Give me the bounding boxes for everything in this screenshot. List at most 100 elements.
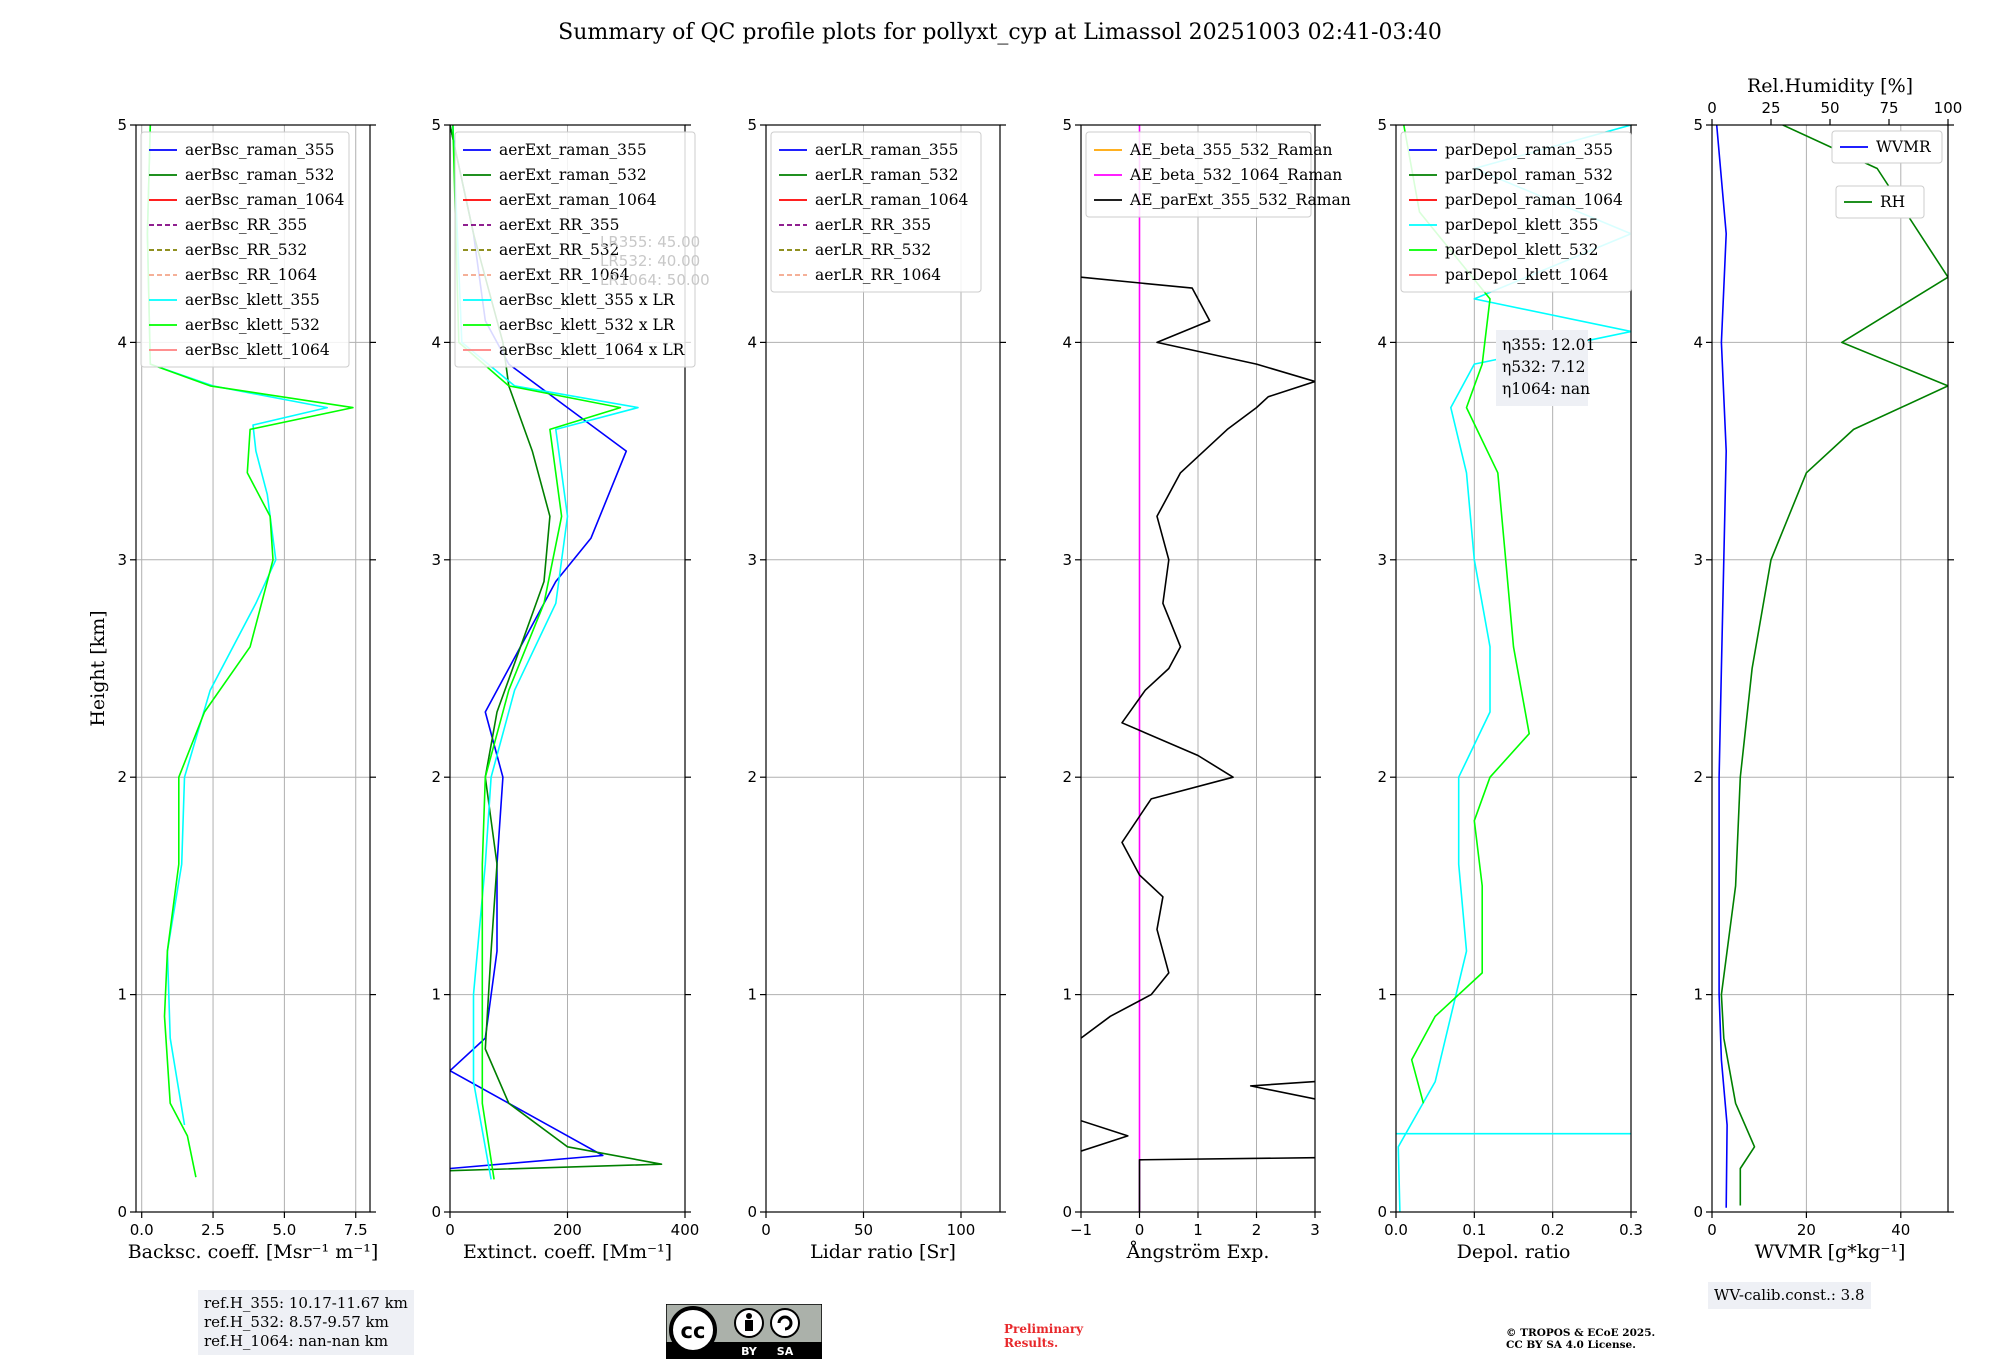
y-tick-label: 4: [431, 333, 441, 351]
axes-frame: [1711, 124, 1949, 1213]
x-tick-label: 3: [1310, 1221, 1320, 1239]
legend-box: [140, 131, 350, 368]
legend-entry: aerExt_RR_355: [499, 216, 620, 234]
x-tick-label: 0.1: [1462, 1221, 1486, 1239]
eta-label: η355: 12.01: [1502, 336, 1595, 354]
legend-entry: aerBsc_raman_355: [185, 141, 335, 159]
x-tick-label: 50: [854, 1221, 873, 1239]
legend-entry: AE_beta_532_1064_Raman: [1129, 166, 1342, 184]
axes-frame: [135, 124, 371, 1213]
svg-text:cc: cc: [681, 1319, 706, 1343]
legend-entry: AE_parExt_355_532_Raman: [1129, 191, 1351, 209]
legend-entry: aerBsc_klett_355: [185, 291, 320, 309]
legend-entry: aerExt_RR_1064: [499, 266, 630, 284]
legend-entry: aerBsc_klett_1064 x LR: [499, 341, 686, 359]
x-axis-label: WVMR [g*kg⁻¹]: [1755, 1241, 1906, 1263]
series-line-ae-parext-355-532-raman: [1081, 276, 1315, 1039]
x-axis-label: Backsc. coeff. [Msr⁻¹ m⁻¹]: [128, 1241, 379, 1263]
legend-entry: RH: [1880, 193, 1905, 211]
x2-tick-label: 25: [1761, 99, 1780, 117]
legend-entry: AE_beta_355_532_Raman: [1129, 141, 1332, 159]
y-tick-label: 3: [1062, 551, 1072, 569]
y-tick-label: 3: [117, 551, 127, 569]
x-tick-label: 0: [1135, 1221, 1145, 1239]
eta-box: [1496, 330, 1588, 406]
x2-tick-label: 50: [1820, 99, 1839, 117]
x-tick-label: 0: [761, 1221, 771, 1239]
x2-tick-label: 75: [1879, 99, 1898, 117]
cc-by-sa-logo: cc BY SA: [666, 1304, 822, 1359]
legend-box: [1835, 185, 1925, 219]
y-tick-label: 5: [1693, 116, 1703, 134]
y-tick-label: 3: [431, 551, 441, 569]
y-tick-label: 1: [1693, 986, 1703, 1004]
cc-by-label: BY: [741, 1345, 758, 1358]
eta-label: η532: 7.12: [1502, 358, 1586, 376]
y-tick-label: 0: [1062, 1203, 1072, 1221]
x-tick-label: 2.5: [201, 1221, 225, 1239]
x2-tick-label: 0: [1707, 99, 1717, 117]
legend-entry: aerLR_RR_355: [815, 216, 931, 234]
panel-5: 0 1 2 3 4 5 0.0 0.1 0.2 0.3 Depol. ratio parDepol_r…: [1377, 116, 1642, 1263]
y-tick-label: 4: [1377, 333, 1387, 351]
x2-tick-label: 100: [1934, 99, 1963, 117]
panel-2: 0 1 2 3 4 5 0 200 400 Extinct. coeff. [Mm⁻¹] aerEx…: [431, 116, 709, 1263]
x-tick-label: −1: [1070, 1221, 1092, 1239]
y-tick-label: 1: [431, 986, 441, 1004]
y-tick-label: 5: [747, 116, 757, 134]
y-tick-label: 3: [1377, 551, 1387, 569]
x-tick-label: 40: [1891, 1221, 1910, 1239]
figure-title: Summary of QC profile plots for pollyxt_…: [558, 20, 1442, 45]
legend-entry: parDepol_raman_355: [1445, 141, 1613, 159]
legend: AE_beta_355_532_Raman AE_beta_532_1064_Ra…: [1085, 131, 1351, 218]
y-tick-label: 2: [431, 768, 441, 786]
legend: aerExt_raman_355 aerExt_raman_532 aerExt_r…: [454, 131, 696, 368]
y-tick-label: 4: [117, 333, 127, 351]
legend-entry: aerLR_raman_355: [815, 141, 958, 159]
reference-height-box: ref.H_355: 10.17-11.67 km ref.H_532: 8.5…: [198, 1290, 414, 1355]
x-axis-label: Ångström Exp.: [1126, 1241, 1270, 1263]
series-group: [1715, 125, 1948, 1208]
series-group: [146, 125, 354, 1178]
ref-height-355: ref.H_355: 10.17-11.67 km: [204, 1294, 408, 1312]
preliminary-results-note: Preliminary Results.: [1004, 1322, 1083, 1350]
legend: RH: [1835, 185, 1925, 219]
y-tick-label: 0: [117, 1203, 127, 1221]
legend-box: [454, 131, 696, 368]
y-tick-label: 5: [431, 116, 441, 134]
panel-1: 0 1 2 3 4 5 0.0 2.5 5.0 7.5 Backsc. coeff. [Msr⁻¹ …: [87, 116, 378, 1263]
preliminary-line-2: Results.: [1004, 1336, 1059, 1350]
legend: aerLR_raman_355 aerLR_raman_532 aerLR_rama…: [770, 131, 982, 293]
y-tick-label: 2: [747, 768, 757, 786]
legend-entry: aerBsc_klett_532: [185, 316, 320, 334]
cc-sa-label: SA: [777, 1345, 794, 1358]
x-tick-label: 0.3: [1619, 1221, 1643, 1239]
series-group: [1081, 125, 1315, 1212]
x-tick-label: 100: [947, 1221, 976, 1239]
y-tick-label: 1: [1062, 986, 1072, 1004]
series-line-ae-parext-355-532-raman: [1249, 1080, 1315, 1100]
y-tick-label: 3: [1693, 551, 1703, 569]
series-line-rh: [1720, 125, 1948, 1206]
series-line-ae-parext-355-532-raman: [1138, 1156, 1315, 1212]
series-line-wvmr: [1715, 125, 1728, 1208]
legend-box: [1085, 131, 1312, 218]
legend: aerBsc_raman_355 aerBsc_raman_532 aerBsc_r…: [140, 131, 350, 368]
y-tick-label: 1: [117, 986, 127, 1004]
x-tick-label: 5.0: [272, 1221, 296, 1239]
y-tick-label: 0: [1693, 1203, 1703, 1221]
legend-entry: parDepol_klett_355: [1445, 216, 1598, 234]
y-tick-label: 1: [1377, 986, 1387, 1004]
y-tick-label: 0: [747, 1203, 757, 1221]
series-line-aerbsc-klett-532: [146, 125, 354, 1178]
wv-calib-const: WV-calib.const.: 3.8: [1714, 1286, 1865, 1304]
legend-entry: aerBsc_RR_355: [185, 216, 307, 234]
axes-frame: [1395, 124, 1632, 1213]
legend-entry: aerBsc_raman_1064: [185, 191, 345, 209]
legend-entry: parDepol_klett_1064: [1445, 266, 1608, 284]
x-tick-label: 0.2: [1541, 1221, 1565, 1239]
series-line-ae-parext-355-532-raman: [1081, 1119, 1129, 1152]
x-axis-label: Extinct. coeff. [Mm⁻¹]: [463, 1241, 672, 1263]
